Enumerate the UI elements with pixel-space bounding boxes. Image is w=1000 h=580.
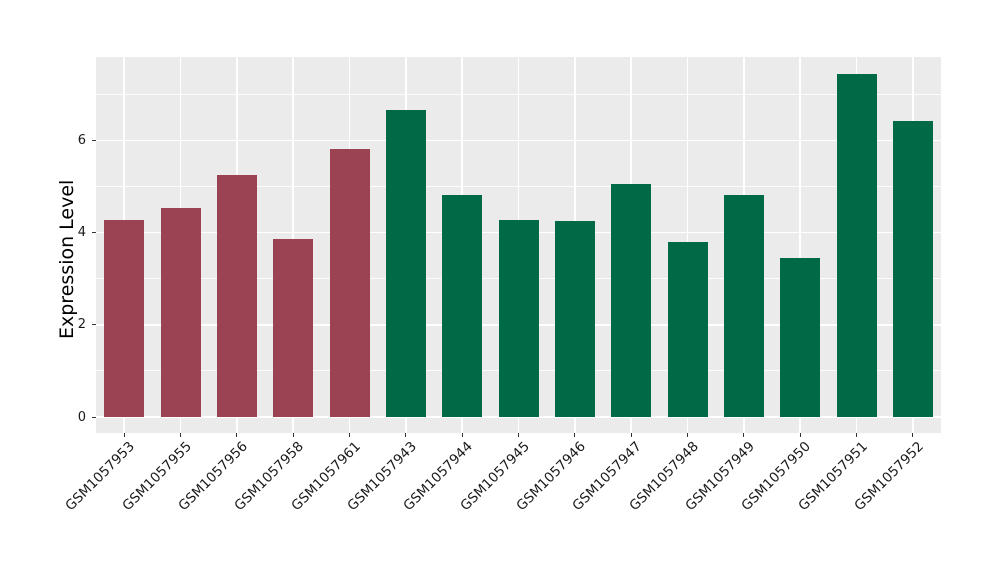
bar-gsm1057948: [667, 241, 708, 417]
x-tick-mark: [799, 433, 801, 437]
x-tick-mark: [686, 433, 689, 437]
x-major-gridline: [799, 57, 801, 433]
x-tick-mark: [574, 433, 576, 437]
bar-gsm1057949: [723, 194, 764, 417]
bar-gsm1057943: [385, 109, 426, 417]
y-tick-mark: [92, 324, 96, 326]
y-major-gridline: [96, 416, 941, 418]
x-tick-mark: [743, 433, 745, 437]
bar-gsm1057955: [160, 208, 201, 417]
y-tick-label: 2: [77, 317, 86, 333]
y-tick-label: 0: [77, 409, 86, 425]
bar-gsm1057946: [554, 221, 595, 417]
bar-gsm1057945: [498, 220, 539, 417]
x-tick-mark: [292, 433, 294, 437]
x-tick-mark: [123, 433, 125, 437]
y-tick-label: 6: [77, 132, 86, 148]
x-tick-mark: [348, 433, 351, 437]
x-tick-mark: [855, 433, 858, 437]
y-tick-mark: [92, 139, 96, 142]
y-major-gridline: [96, 139, 941, 142]
bar-gsm1057958: [273, 238, 314, 417]
bar-gsm1057947: [611, 183, 652, 417]
bar-gsm1057951: [836, 74, 877, 417]
y-tick-mark: [92, 232, 96, 234]
bar-gsm1057952: [892, 121, 933, 417]
x-tick-mark: [630, 433, 632, 437]
x-tick-mark: [517, 433, 520, 437]
bar-gsm1057956: [216, 174, 257, 417]
x-tick-mark: [461, 433, 463, 437]
bar-gsm1057950: [780, 257, 821, 417]
x-tick-mark: [236, 433, 238, 437]
bar-gsm1057961: [329, 148, 370, 417]
bar-gsm1057944: [442, 194, 483, 417]
y-minor-gridline: [96, 186, 941, 187]
y-minor-gridline: [96, 93, 941, 95]
x-tick-mark: [912, 433, 914, 437]
y-tick-label: 4: [77, 225, 86, 241]
x-tick-mark: [179, 433, 182, 437]
x-tick-mark: [405, 433, 407, 437]
y-tick-mark: [92, 416, 96, 418]
bar-gsm1057953: [104, 220, 145, 417]
